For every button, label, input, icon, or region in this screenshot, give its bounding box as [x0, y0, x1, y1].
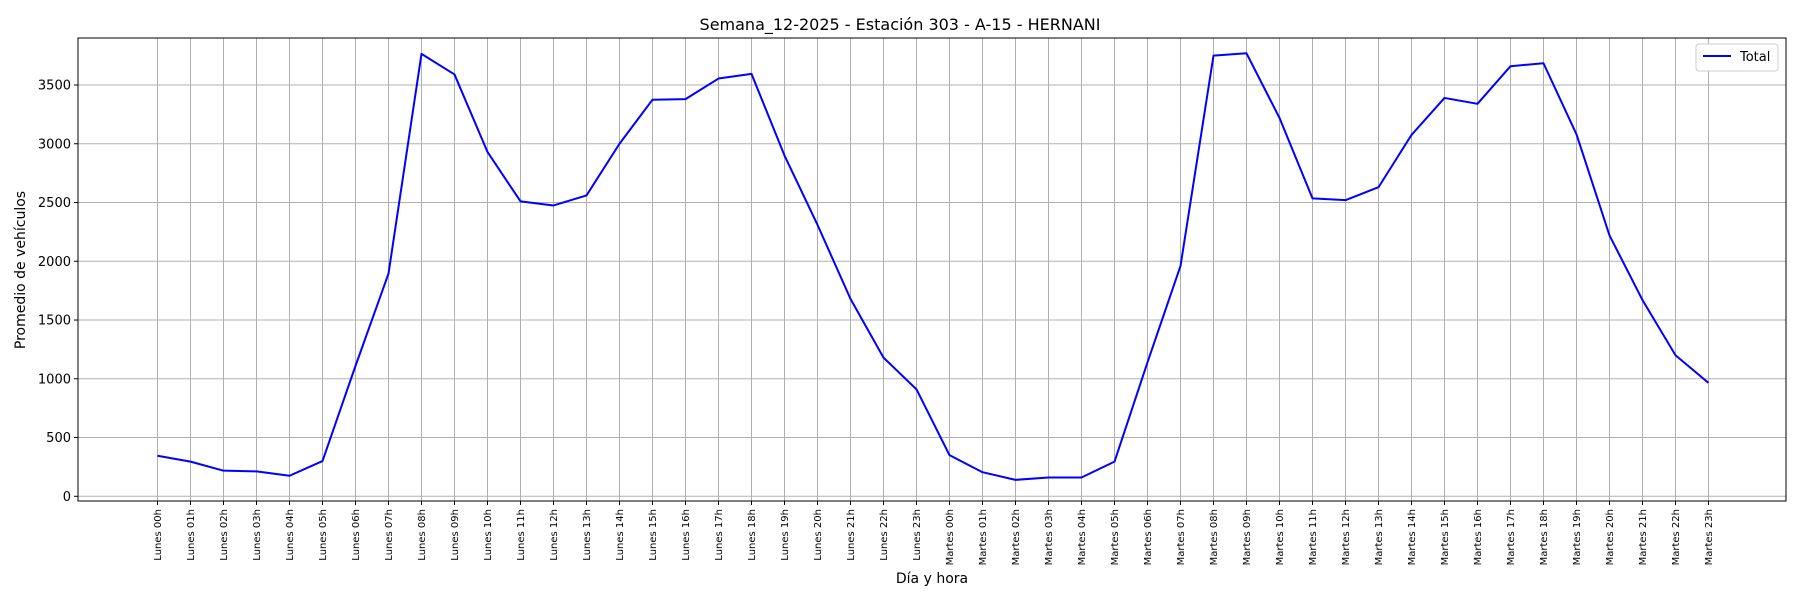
- x-tick-label: Lunes 12h: [549, 509, 560, 561]
- x-tick-label: Martes 15h: [1440, 509, 1451, 565]
- x-tick-label: Lunes 05h: [318, 509, 329, 561]
- y-tick-label: 2000: [38, 255, 71, 270]
- x-axis-label: Día y hora: [896, 571, 968, 587]
- x-tick-label: Lunes 09h: [450, 509, 461, 561]
- x-tick-label: Lunes 14h: [615, 509, 626, 561]
- x-tick-label: Martes 10h: [1275, 509, 1286, 565]
- x-tick-label: Martes 00h: [945, 509, 956, 565]
- x-tick-label: Martes 13h: [1374, 509, 1385, 565]
- x-tick-label: Lunes 11h: [516, 509, 527, 561]
- y-tick-label: 3500: [38, 79, 71, 94]
- x-tick-label: Martes 06h: [1143, 509, 1154, 565]
- x-tick-label: Martes 20h: [1605, 509, 1616, 565]
- x-tick-label: Lunes 20h: [813, 509, 824, 561]
- x-tick-label: Martes 19h: [1572, 509, 1583, 565]
- x-tick-label: Lunes 19h: [780, 509, 791, 561]
- x-tick-label: Lunes 17h: [714, 509, 725, 561]
- x-tick-label: Martes 07h: [1176, 509, 1187, 565]
- x-tick-label: Lunes 01h: [186, 509, 197, 561]
- plot-frame: [77, 37, 1787, 502]
- x-tick-label: Martes 17h: [1506, 509, 1517, 565]
- x-tick-label: Martes 05h: [1110, 509, 1121, 565]
- chart-title: Semana_12-2025 - Estación 303 - A-15 - H…: [700, 15, 1101, 35]
- series-line-total: [157, 52, 1710, 481]
- x-tick-label: Martes 04h: [1077, 509, 1088, 565]
- y-tick-label: 3000: [38, 137, 71, 152]
- x-tick-label: Lunes 22h: [879, 509, 890, 561]
- x-tick-label: Martes 18h: [1539, 509, 1550, 565]
- x-tick-label: Martes 12h: [1341, 509, 1352, 565]
- x-tick-label: Martes 14h: [1407, 509, 1418, 565]
- x-tick-label: Martes 08h: [1209, 509, 1220, 565]
- legend-label-total: Total: [1739, 50, 1770, 65]
- x-tick-label: Lunes 18h: [747, 509, 758, 561]
- x-tick-label: Martes 01h: [978, 509, 989, 565]
- legend-box: [1695, 43, 1779, 72]
- y-axis-ticks: 0 500 1000 1500 2000 2500 3000 3500: [38, 79, 78, 505]
- x-tick-label: Martes 21h: [1638, 509, 1649, 565]
- x-tick-label: Lunes 21h: [846, 509, 857, 561]
- series-lines: [157, 52, 1710, 481]
- y-tick-label: 0: [63, 490, 71, 505]
- y-tick-label: 500: [46, 431, 71, 446]
- x-tick-label: Lunes 04h: [285, 509, 296, 561]
- x-tick-label: Martes 23h: [1704, 509, 1715, 565]
- x-tick-label: Lunes 13h: [582, 509, 593, 561]
- x-tick-label: Martes 11h: [1308, 509, 1319, 565]
- x-tick-label: Lunes 00h: [153, 509, 164, 561]
- x-tick-label: Martes 03h: [1044, 509, 1055, 565]
- x-tick-label: Lunes 08h: [417, 509, 428, 561]
- x-tick-label: Lunes 16h: [681, 509, 692, 561]
- x-tick-label: Lunes 07h: [384, 509, 395, 561]
- y-tick-label: 1500: [38, 314, 71, 329]
- y-axis-label: Promedio de vehículos: [13, 191, 29, 349]
- grid-lines: [78, 38, 1786, 501]
- x-tick-label: Martes 22h: [1671, 509, 1682, 565]
- x-tick-label: Martes 02h: [1011, 509, 1022, 565]
- legend: Total: [1695, 43, 1779, 72]
- x-tick-label: Lunes 06h: [351, 509, 362, 561]
- x-tick-label: Lunes 23h: [912, 509, 923, 561]
- y-tick-label: 2500: [38, 196, 71, 211]
- x-tick-label: Lunes 03h: [252, 509, 263, 561]
- x-tick-label: Lunes 15h: [648, 509, 659, 561]
- x-tick-label: Martes 09h: [1242, 509, 1253, 565]
- x-tick-label: Martes 16h: [1473, 509, 1484, 565]
- y-tick-label: 1000: [38, 372, 71, 387]
- x-tick-label: Lunes 10h: [483, 509, 494, 561]
- x-tick-label: Lunes 02h: [219, 509, 230, 561]
- x-axis-ticks: Lunes 00h Lunes 01h Lunes 02h Lunes 03h Lune…: [153, 501, 1715, 565]
